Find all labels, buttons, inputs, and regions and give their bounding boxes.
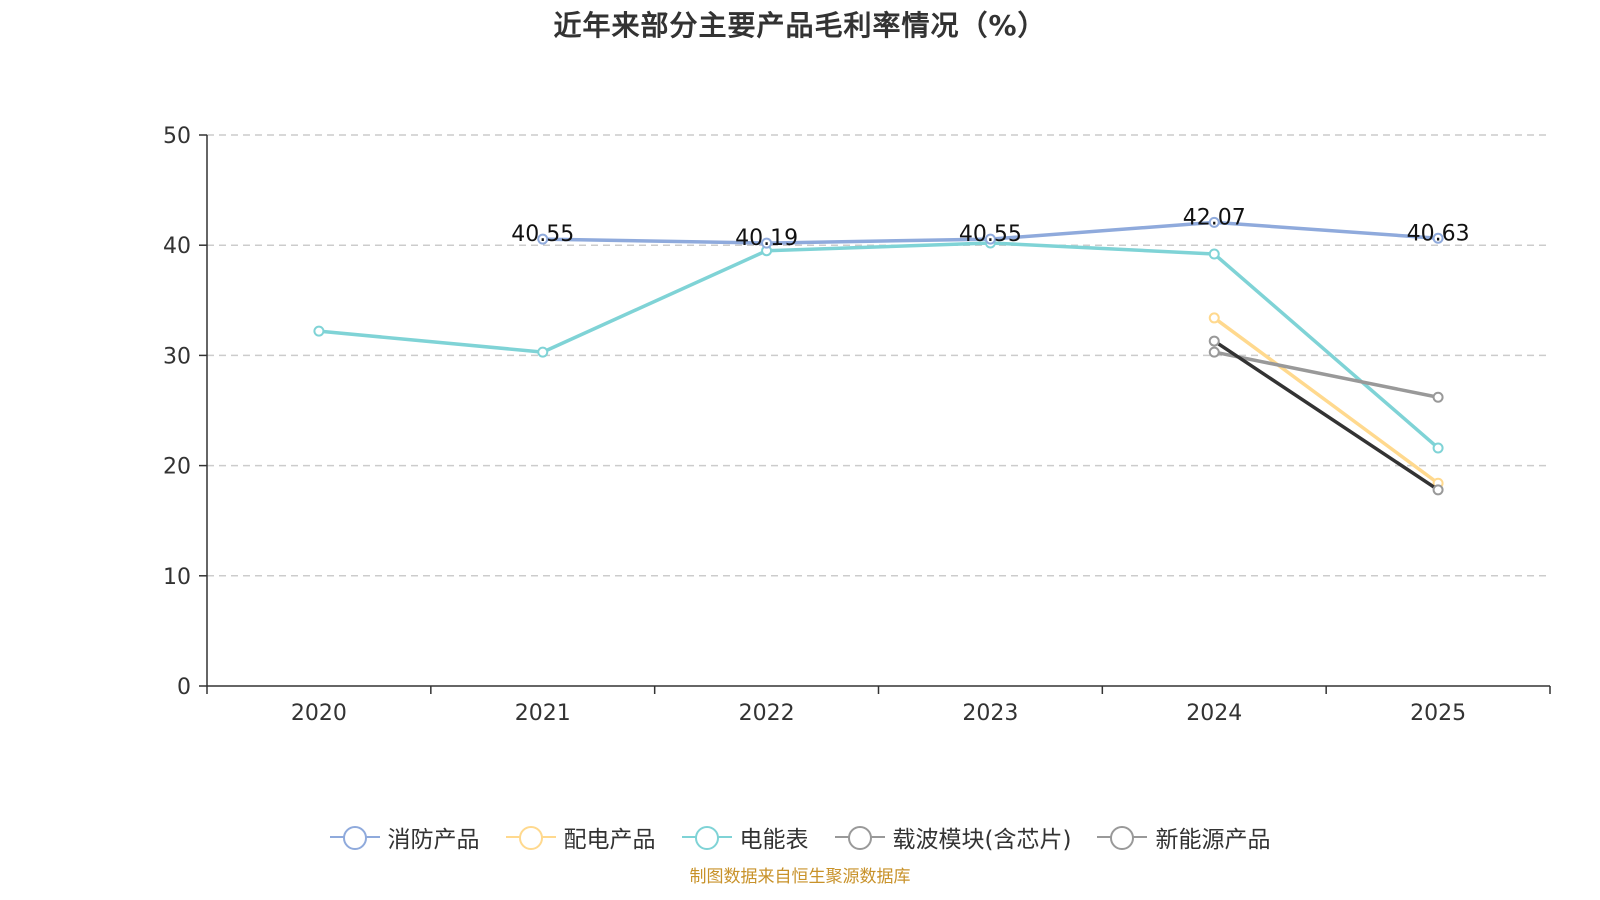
y-tick-label: 10 [163, 565, 191, 590]
data-point [313, 325, 325, 337]
data-label: 40.55 [511, 222, 574, 247]
source-note: 制图数据来自恒生聚源数据库 [689, 867, 911, 887]
legend-swatch-icon [329, 824, 380, 850]
legend-circle-icon [342, 826, 367, 850]
legend-circle-icon [694, 826, 719, 850]
legend-label: 载波模块(含芯片) [892, 827, 1072, 853]
y-tick-label: 30 [163, 344, 191, 369]
data-label: 40.63 [1407, 221, 1470, 246]
data-point [537, 346, 549, 358]
data-point [1432, 484, 1444, 496]
series-line-3 [1212, 339, 1440, 492]
data-point [1432, 391, 1444, 403]
legend-label: 新能源产品 [1155, 827, 1271, 853]
legend-swatch-icon [681, 824, 732, 850]
legend-circle-icon [518, 826, 543, 850]
x-tick-label: 2021 [515, 701, 571, 726]
legend-label: 电能表 [739, 827, 809, 853]
series-line-2 [317, 241, 1440, 450]
x-tick-label: 2020 [291, 701, 347, 726]
y-tick-label: 0 [177, 675, 191, 700]
data-point [1208, 248, 1220, 260]
legend-swatch-icon [505, 824, 556, 850]
legend-circle-icon [1110, 826, 1135, 850]
series-line-4 [1212, 350, 1440, 400]
data-point [1208, 216, 1220, 228]
data-point [761, 237, 773, 249]
legend-swatch-icon [1097, 824, 1148, 850]
legend-item[interactable]: 载波模块(含芯片) [834, 820, 1072, 854]
data-point [1208, 312, 1220, 324]
legend-swatch-icon [834, 824, 885, 850]
data-point [1432, 232, 1444, 244]
legend-item[interactable]: 配电产品 [505, 820, 656, 854]
y-tick-label: 20 [163, 455, 191, 480]
x-tick-label: 2025 [1410, 701, 1466, 726]
legend-circle-icon [847, 826, 872, 850]
x-tick-label: 2024 [1186, 701, 1242, 726]
data-point [537, 233, 549, 245]
chart-legend: 消防产品 配电产品 电能表 载波模块(含芯片) 新能源产品 [0, 820, 1600, 854]
data-point [1208, 335, 1220, 347]
data-point [1432, 442, 1444, 454]
y-tick-label: 50 [163, 124, 191, 149]
chart-title: 近年来部分主要产品毛利率情况（%） [553, 9, 1047, 42]
data-label: 42.07 [1183, 205, 1246, 230]
y-tick-label: 40 [163, 234, 191, 259]
legend-item[interactable]: 新能源产品 [1097, 820, 1270, 854]
series-line-1 [1212, 316, 1440, 485]
legend-item[interactable]: 消防产品 [329, 820, 480, 854]
x-tick-label: 2022 [739, 701, 795, 726]
data-label: 40.19 [735, 226, 798, 251]
legend-label: 消防产品 [387, 827, 480, 853]
legend-item[interactable]: 电能表 [681, 820, 809, 854]
data-label: 40.55 [959, 222, 1022, 247]
data-point [984, 233, 996, 245]
x-tick-label: 2023 [962, 701, 1018, 726]
data-point [1208, 346, 1220, 358]
legend-label: 配电产品 [563, 827, 656, 853]
